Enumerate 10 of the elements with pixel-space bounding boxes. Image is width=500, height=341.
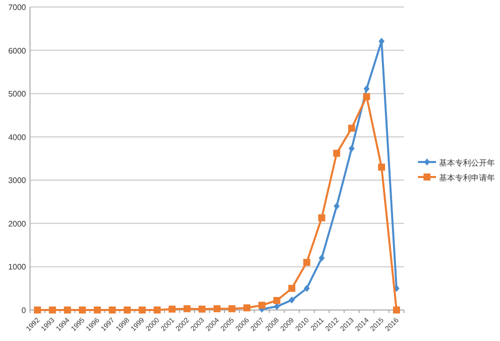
ytick: 7000 xyxy=(8,3,26,12)
ytick: 5000 xyxy=(8,90,26,99)
ytick: 4000 xyxy=(8,132,26,142)
ytick: 3000 xyxy=(8,176,26,186)
legend-text: 基本专利公开年 xyxy=(439,158,495,168)
legend-text: 基本专利申请年 xyxy=(439,174,495,182)
ytick: 1000 xyxy=(8,262,26,272)
ytick: 2000 xyxy=(8,219,26,228)
ytick: 6000 xyxy=(8,46,26,56)
ytick: 0 xyxy=(22,306,26,315)
